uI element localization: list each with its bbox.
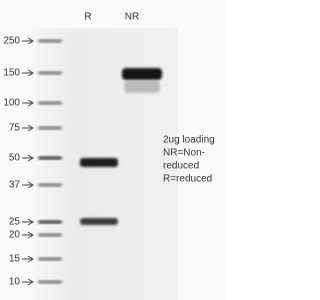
note-line: reduced [163, 161, 199, 172]
arrow-head [27, 255, 34, 263]
marker-label: 20 [9, 230, 21, 241]
arrow-head [27, 154, 34, 162]
labels: R NR 250 150 100 75 50 37 25 20 15 10 2ug loading NR=… [3, 12, 214, 288]
arrow-head [27, 99, 34, 107]
band [80, 158, 118, 167]
band [80, 218, 118, 225]
note-line: R=reduced [163, 174, 212, 185]
ladder-band [38, 156, 62, 160]
gel-image: R NR 250 150 100 75 50 37 25 20 15 10 2ug loading NR=… [3, 11, 215, 300]
ladder-band [38, 126, 62, 130]
marker-label: 15 [9, 254, 21, 265]
band [122, 68, 162, 80]
lane-label: NR [125, 12, 139, 23]
marker-label: 250 [3, 36, 20, 47]
marker-label: 37 [9, 180, 21, 191]
ladder-band [38, 183, 62, 187]
ladder-band [38, 220, 62, 224]
arrow-head [27, 278, 34, 286]
ladder-band [38, 101, 62, 105]
note-line: 2ug loading [163, 135, 215, 146]
arrow-head [27, 231, 34, 239]
sample-bands [80, 68, 162, 225]
ladder-band [38, 71, 62, 75]
arrow-head [27, 181, 34, 189]
ladder-band [38, 233, 62, 237]
note-line: NR=Non- [163, 148, 205, 159]
arrow-head [27, 37, 34, 45]
marker-label: 150 [3, 68, 20, 79]
lane-label: R [84, 12, 91, 23]
marker-label: 25 [9, 217, 21, 228]
arrow-head [27, 218, 34, 226]
marker-label: 10 [9, 277, 21, 288]
marker-label: 75 [9, 123, 21, 134]
band-smear [124, 81, 160, 93]
ladder-band [38, 257, 62, 261]
arrow-head [27, 124, 34, 132]
marker-label: 50 [9, 153, 21, 164]
ladder-band [38, 39, 62, 43]
ladder-band [38, 280, 62, 284]
marker-label: 100 [3, 98, 20, 109]
arrow-head [27, 69, 34, 77]
